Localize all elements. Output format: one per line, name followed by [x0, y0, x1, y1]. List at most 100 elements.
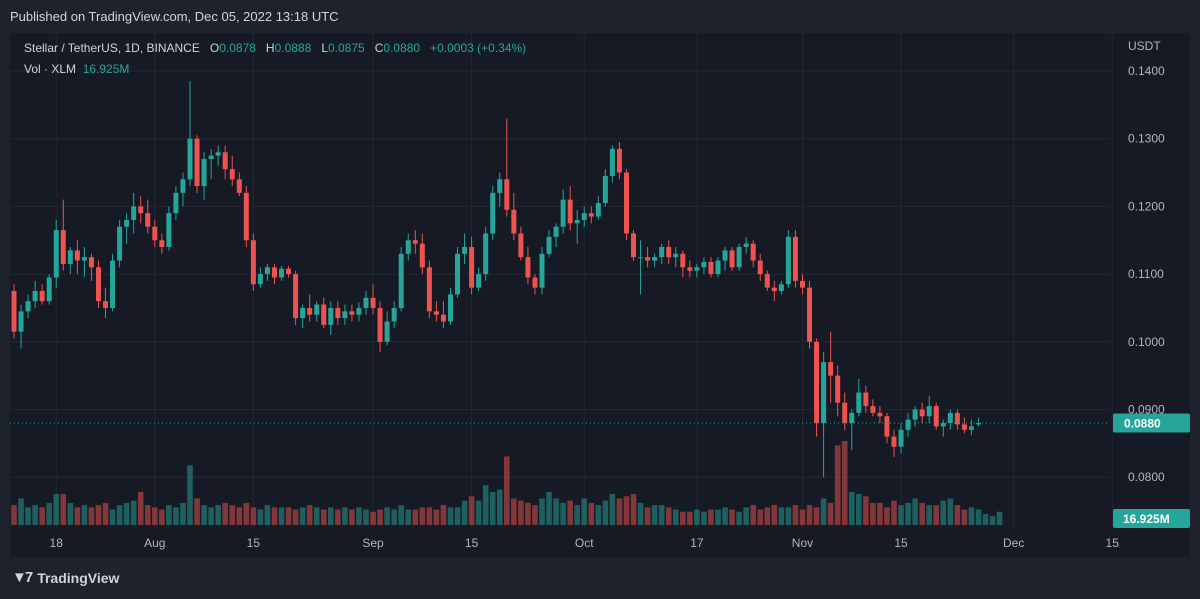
- candle-body: [539, 253, 545, 288]
- candle-body: [595, 203, 601, 217]
- volume-bar: [701, 511, 707, 525]
- candle-body: [67, 250, 73, 264]
- time-axis[interactable]: 18 Aug 15 Sep 15 Oct 17 Nov 15 Dec 15: [50, 536, 1120, 550]
- time-tick-label: Dec: [1003, 536, 1024, 550]
- volume-bar: [328, 507, 334, 525]
- price-tick-label: 0.1200: [1128, 199, 1165, 213]
- candle-body: [208, 155, 214, 160]
- candle-body: [645, 257, 651, 261]
- published-text: Published on TradingView.com, Dec 05, 20…: [10, 9, 339, 24]
- volume-bar: [180, 502, 186, 525]
- volume-bar: [651, 505, 658, 525]
- time-tick-label: 15: [894, 536, 908, 550]
- candle-body: [778, 284, 784, 292]
- volume-bar: [419, 507, 426, 525]
- tradingview-logo[interactable]: ▼7 TradingView: [12, 569, 119, 586]
- volume-bar: [799, 509, 806, 525]
- volume-bar: [588, 502, 595, 525]
- candle-body: [321, 304, 327, 325]
- symbol-label: Stellar / TetherUS, 1D, BINANCE: [24, 41, 200, 55]
- volume-bar: [67, 502, 74, 525]
- volume-bar: [271, 507, 278, 525]
- open-value: 0.0878: [219, 41, 256, 55]
- candle-body: [757, 260, 763, 275]
- volume-bar: [74, 507, 81, 525]
- candle-body: [433, 311, 439, 315]
- candle-body: [391, 307, 397, 322]
- volume-bar: [447, 507, 454, 525]
- candles: [11, 81, 981, 478]
- candle-body: [581, 213, 587, 220]
- price-axis[interactable]: USDT 0.1400 0.1300 0.1200 0.1100 0.1000 0.090…: [1128, 39, 1165, 484]
- volume-bar: [877, 502, 883, 525]
- volume-bar: [764, 507, 771, 525]
- candle-body: [631, 233, 637, 258]
- candle-body: [342, 311, 348, 319]
- volume-bar: [637, 502, 644, 525]
- volume-bar: [518, 500, 524, 525]
- candle-body: [743, 243, 749, 248]
- candle-body: [877, 412, 883, 417]
- volume-bar: [813, 507, 820, 525]
- volume-bar: [863, 496, 869, 525]
- ohlc-legend: Stellar / TetherUS, 1D, BINANCE O0.0878 …: [24, 41, 526, 55]
- candle-body: [46, 277, 52, 302]
- time-tick-label: Aug: [144, 536, 165, 550]
- candle-body: [166, 213, 172, 248]
- volume-bar: [870, 502, 876, 525]
- candle-body: [426, 267, 432, 312]
- candle-body: [898, 429, 904, 447]
- candle-body: [32, 291, 38, 302]
- volume-bar: [461, 500, 468, 525]
- volume-bar: [81, 505, 88, 525]
- candle-body: [88, 257, 94, 268]
- candle-body: [525, 257, 531, 278]
- volume-bar: [546, 491, 552, 525]
- volume-bar: [46, 502, 52, 525]
- candle-body: [504, 179, 510, 210]
- time-tick-label: Oct: [575, 536, 594, 550]
- candle-body: [602, 175, 608, 204]
- chart-area[interactable]: USDT 0.1400 0.1300 0.1200 0.1100 0.1000 0.090…: [10, 33, 1190, 557]
- volume-bar: [102, 502, 109, 525]
- candle-body: [680, 253, 686, 268]
- candle-body: [511, 209, 517, 234]
- volume-bar: [335, 509, 341, 525]
- volume-bar: [743, 507, 749, 525]
- candle-body: [659, 247, 665, 258]
- volume-bar: [173, 507, 179, 525]
- candle-body: [194, 138, 200, 187]
- grid-lines: [10, 33, 1113, 529]
- volume-bar: [130, 500, 137, 525]
- candle-body: [335, 307, 341, 319]
- candle-body: [750, 243, 756, 261]
- volume-bar: [609, 494, 616, 525]
- volume-bar: [391, 509, 397, 525]
- volume-bar: [581, 498, 588, 525]
- volume-bar: [320, 509, 327, 525]
- current-volume-label: 16.925M: [1123, 512, 1170, 526]
- volume-bar: [511, 498, 517, 525]
- brand-name: TradingView: [37, 569, 120, 586]
- current-price-label: 0.0880: [1124, 417, 1161, 431]
- candle-body: [328, 307, 334, 325]
- volume-bar: [475, 500, 482, 525]
- candle-body: [314, 304, 320, 315]
- candle-body: [912, 409, 918, 420]
- candle-body: [638, 257, 644, 259]
- price-chart[interactable]: USDT 0.1400 0.1300 0.1200 0.1100 0.1000 0.090…: [10, 33, 1190, 557]
- volume-bar: [278, 507, 285, 525]
- time-tick-label: 18: [50, 536, 64, 550]
- candle-body: [694, 267, 700, 271]
- volume-bar: [152, 507, 158, 525]
- candle-body: [180, 179, 186, 193]
- candle-body: [187, 138, 193, 180]
- candle-body: [497, 179, 503, 193]
- volume-bar: [708, 509, 714, 525]
- volume-bar: [940, 500, 947, 525]
- candle-body: [560, 199, 566, 227]
- candle-body: [729, 250, 735, 268]
- candle-body: [856, 392, 862, 413]
- close-value: 0.0880: [383, 41, 421, 55]
- volume-bar: [806, 505, 813, 525]
